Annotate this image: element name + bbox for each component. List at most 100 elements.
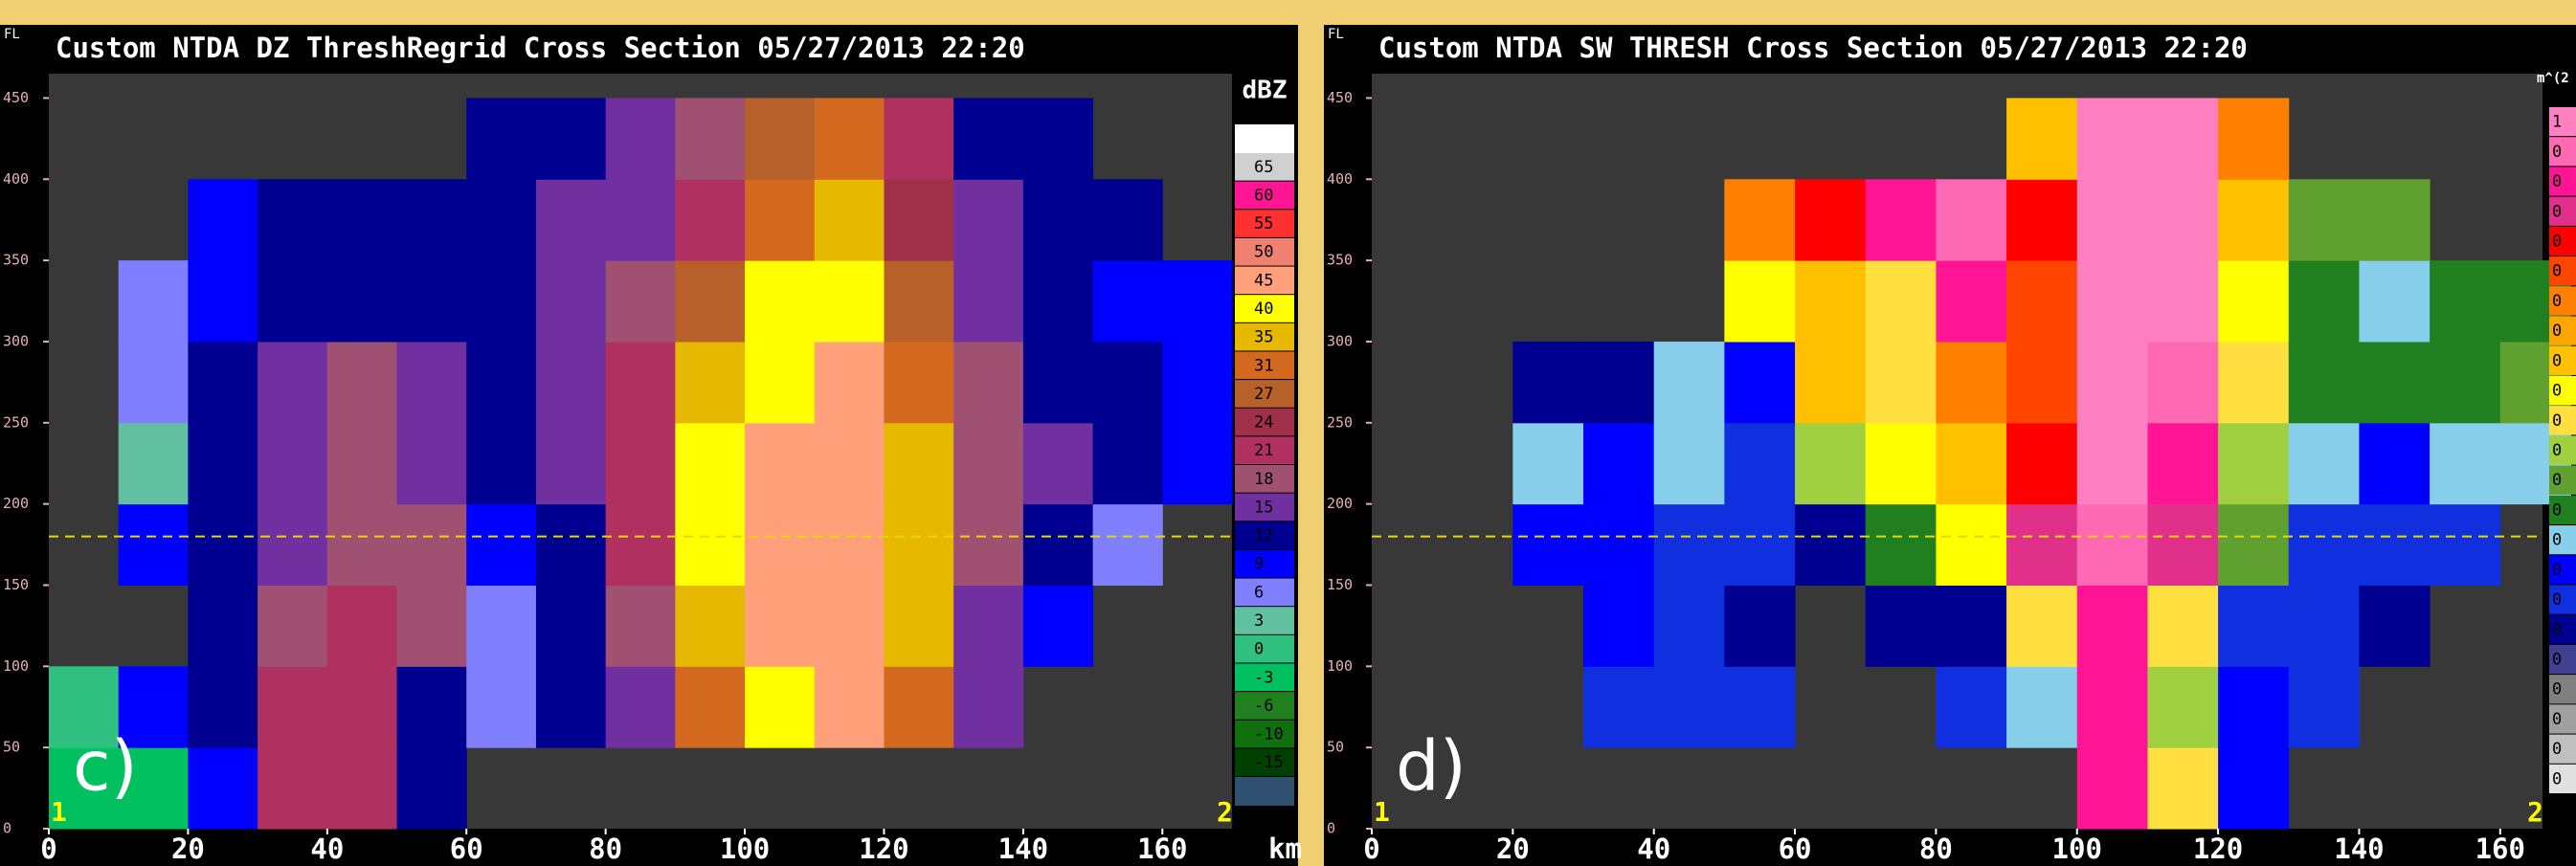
- heatmap-cell: [466, 666, 536, 747]
- heatmap-cell: [2006, 585, 2077, 666]
- heatmap-cell: [536, 342, 606, 423]
- heatmap-cell: [745, 260, 815, 342]
- colorbar-label: 0: [1254, 640, 1264, 659]
- heatmap-cell: [327, 260, 397, 342]
- colorbar-label: 31: [1254, 356, 1273, 375]
- heatmap-cell: [2218, 747, 2289, 829]
- y-axis-label: FL: [1328, 27, 1344, 42]
- heatmap-cell: [2006, 98, 2077, 179]
- heatmap-cell: [1936, 504, 2006, 586]
- colorbar-label: 12: [1254, 526, 1273, 545]
- heatmap-cell: [606, 666, 676, 747]
- heatmap-cell: [1795, 504, 1866, 586]
- heatmap-cell: [188, 260, 258, 342]
- y-tick-label: 300: [3, 332, 29, 349]
- heatmap-cell: [258, 260, 327, 342]
- x-tick-label: 20: [171, 833, 205, 865]
- x-tick-label: 40: [310, 833, 344, 865]
- y-tick-label: 100: [3, 657, 29, 675]
- colorbar-label: 21: [1254, 441, 1273, 460]
- y-tick-label: 50: [3, 739, 20, 756]
- heatmap-cell: [1093, 504, 1163, 586]
- heatmap-cell: [258, 747, 327, 829]
- heatmap-cell: [188, 423, 258, 504]
- colorbar-label: -10: [1254, 725, 1284, 744]
- heatmap-cell: [258, 585, 327, 666]
- x-tick-label: 80: [1919, 833, 1953, 865]
- heatmap-cell: [2147, 747, 2218, 829]
- heatmap-cell: [1023, 423, 1093, 504]
- colorbar-label: 0: [2552, 710, 2562, 729]
- heatmap-cell: [1936, 666, 2006, 747]
- heatmap-cell: [1936, 585, 2006, 666]
- heatmap-cell: [953, 98, 1023, 179]
- heatmap-cell: [1093, 260, 1163, 342]
- heatmap-cell: [536, 585, 606, 666]
- heatmap-cell: [1936, 260, 2006, 342]
- y-tick-label: 400: [3, 170, 29, 188]
- colorbar-label: 24: [1254, 413, 1273, 433]
- heatmap-cell: [1512, 504, 1583, 586]
- heatmap-cell: [1162, 342, 1232, 423]
- heatmap-cell: [2077, 260, 2148, 342]
- colorbar-label: 0: [2552, 769, 2562, 788]
- heatmap-cell: [2077, 342, 2148, 423]
- heatmap-cell: [1023, 504, 1093, 586]
- colorbar-label: -15: [1254, 753, 1284, 772]
- heatmap-cell: [606, 98, 676, 179]
- start-point-label: 1: [51, 796, 67, 828]
- heatmap-cell: [606, 260, 676, 342]
- heatmap-cell: [119, 504, 189, 586]
- heatmap-cell: [2147, 666, 2218, 747]
- colorbar-label: 27: [1254, 385, 1273, 404]
- heatmap-cell: [1795, 423, 1866, 504]
- heatmap-cell: [1724, 179, 1795, 260]
- heatmap-cell: [2218, 423, 2289, 504]
- y-tick-label: 150: [1327, 576, 1353, 593]
- colorbar-label: 0: [2552, 590, 2562, 610]
- heatmap-cell: [2430, 342, 2500, 423]
- heatmap-cell: [466, 342, 536, 423]
- heatmap-cell: [327, 179, 397, 260]
- x-tick-label: 20: [1496, 833, 1530, 865]
- colorbar-label: 0: [2552, 561, 2562, 580]
- heatmap-cell: [2006, 179, 2077, 260]
- heatmap-cell: [397, 585, 467, 666]
- heatmap-cell: [1866, 585, 1937, 666]
- heatmap-cell: [1724, 504, 1795, 586]
- x-tick-label: 140: [998, 833, 1048, 865]
- heatmap-cell: [2077, 98, 2148, 179]
- y-tick-label: 300: [1327, 332, 1353, 349]
- x-tick-label: 100: [720, 833, 770, 865]
- heatmap-cell: [606, 585, 676, 666]
- heatmap-cell: [2289, 423, 2360, 504]
- colorbar-unit: dBZ: [1243, 77, 1288, 105]
- heatmap-cell: [188, 504, 258, 586]
- heatmap-cell: [1583, 342, 1654, 423]
- heatmap-cell: [1866, 260, 1937, 342]
- heatmap-cell: [884, 260, 953, 342]
- heatmap-cell: [1023, 585, 1093, 666]
- heatmap-cell: [884, 423, 953, 504]
- heatmap-cell: [1936, 342, 2006, 423]
- heatmap-cell: [745, 98, 815, 179]
- colorbar-label: 0: [2552, 471, 2562, 490]
- heatmap-cell: [1654, 504, 1725, 586]
- chart-title: Custom NTDA DZ ThreshRegrid Cross Sectio…: [56, 32, 1025, 64]
- heatmap-cell: [815, 666, 885, 747]
- colorbar-label: 0: [2552, 143, 2562, 162]
- heatmap-cell: [188, 342, 258, 423]
- heatmap-cell: [2289, 585, 2360, 666]
- heatmap-cell: [2359, 179, 2430, 260]
- heatmap-cell: [884, 585, 953, 666]
- heatmap-cell: [2147, 342, 2218, 423]
- heatmap-cell: [745, 342, 815, 423]
- heatmap-cell: [258, 179, 327, 260]
- panel-label: c): [73, 726, 138, 807]
- heatmap-cell: [675, 585, 745, 666]
- colorbar-label: 55: [1254, 214, 1273, 233]
- heatmap-cell: [1936, 179, 2006, 260]
- x-tick-label: 60: [450, 833, 483, 865]
- heatmap-cell: [2289, 179, 2360, 260]
- heatmap-cell: [1724, 666, 1795, 747]
